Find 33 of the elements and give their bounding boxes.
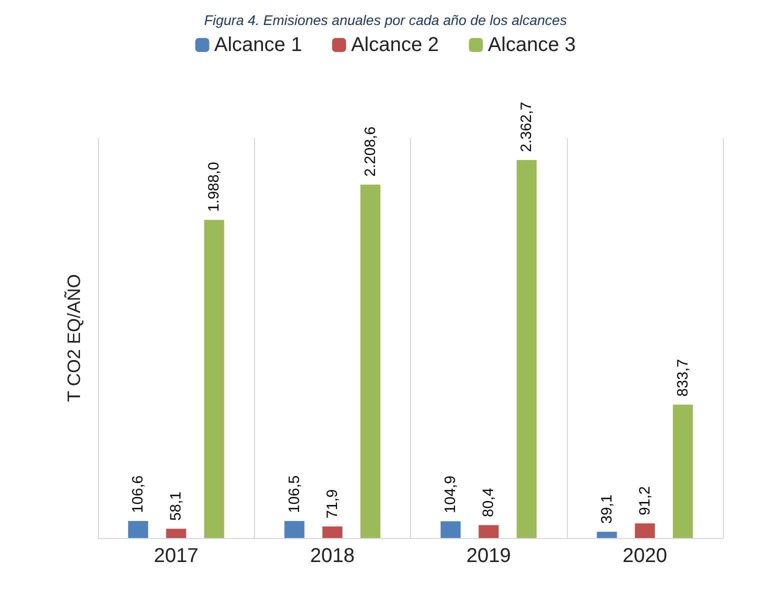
bar (596, 532, 617, 538)
bar (634, 523, 655, 538)
bar (128, 520, 148, 538)
data-label: 39,1 (598, 494, 616, 524)
bar (204, 220, 224, 538)
chart-title: Figura 4. Emisiones anuales por cada año de los alcances (204, 12, 567, 28)
bar (166, 528, 186, 538)
bar (284, 520, 304, 538)
x-tick-label: 2020 (622, 545, 668, 567)
data-label: 106,6 (130, 475, 147, 513)
bar (478, 525, 499, 538)
data-label: 1.988,0 (206, 162, 223, 212)
x-tick-label: 2017 (154, 545, 198, 567)
y-axis-title: T CO2 EQ/AÑO (64, 274, 84, 402)
bar (360, 184, 380, 538)
x-tick-label: 2018 (310, 545, 355, 567)
data-label: 106,5 (286, 475, 303, 513)
bar (672, 404, 693, 538)
data-label: 80,4 (480, 488, 498, 518)
data-label: 833,7 (674, 359, 692, 397)
x-tick-label: 2019 (466, 545, 511, 567)
data-label: 104,9 (442, 476, 460, 514)
bar (322, 526, 342, 538)
bar (440, 521, 461, 538)
bar (516, 160, 537, 538)
data-label: 91,2 (636, 486, 654, 516)
data-label: 71,9 (324, 489, 341, 518)
data-label: 2.208,6 (362, 126, 379, 177)
legend-label: Alcance 1 (214, 34, 302, 56)
data-label: 58,1 (168, 492, 185, 521)
data-label: 2.362,7 (518, 102, 536, 152)
legend-label: Alcance 3 (488, 34, 576, 56)
legend-label: Alcance 2 (351, 34, 439, 56)
